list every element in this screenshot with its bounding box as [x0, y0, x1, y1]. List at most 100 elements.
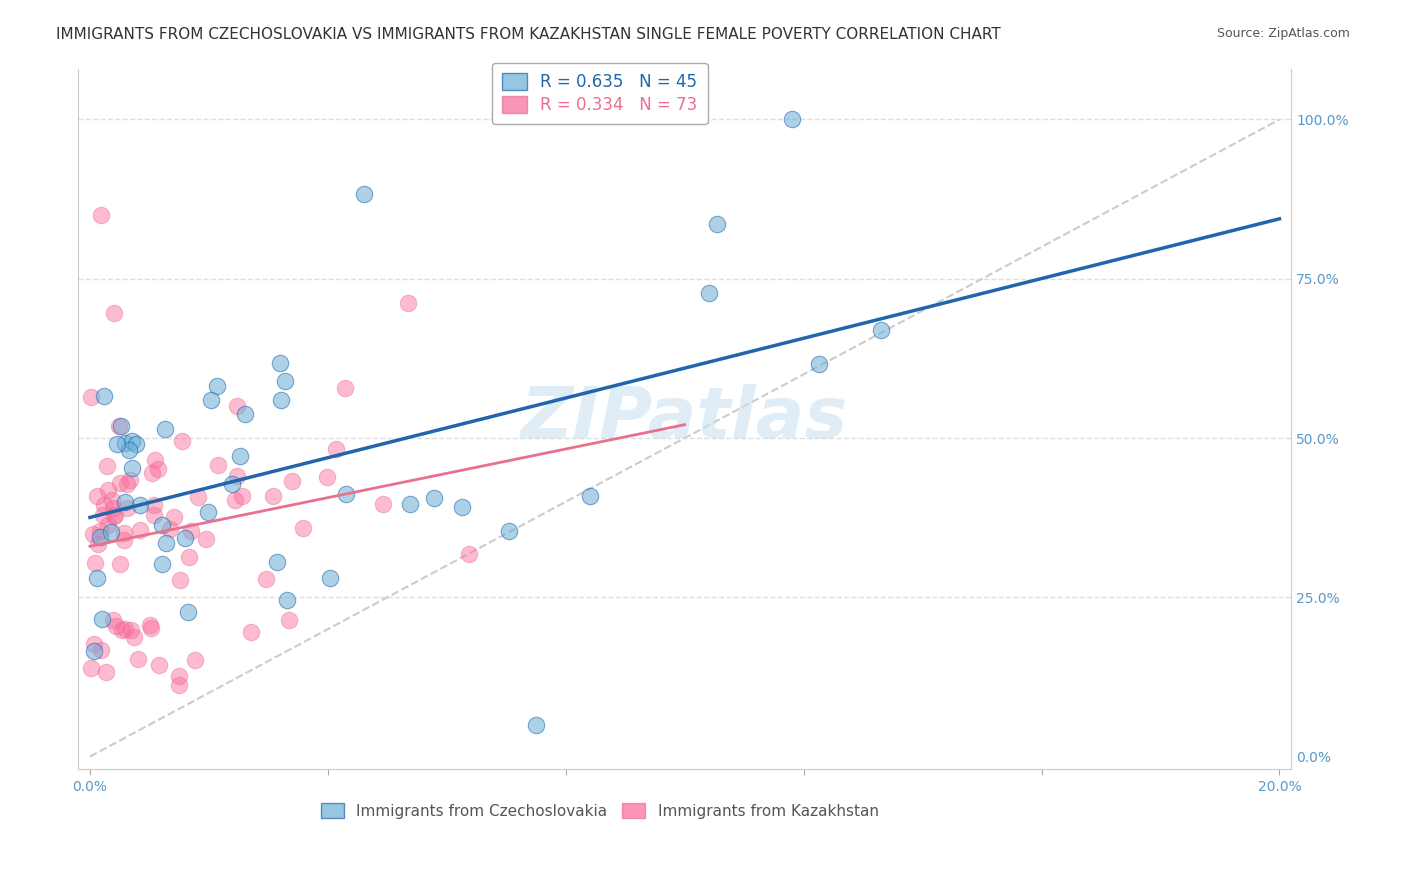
Point — [120, 623, 142, 637]
Point — [82, 526, 104, 541]
Point — [103, 508, 125, 523]
Point — [91, 612, 114, 626]
Point — [93, 498, 115, 512]
Point — [148, 657, 170, 672]
Point — [103, 306, 125, 320]
Text: IMMIGRANTS FROM CZECHOSLOVAKIA VS IMMIGRANTS FROM KAZAKHSTAN SINGLE FEMALE POVER: IMMIGRANTS FROM CZECHOSLOVAKIA VS IMMIGR… — [56, 27, 1001, 42]
Point — [273, 374, 295, 388]
Point — [195, 532, 218, 546]
Point — [450, 500, 472, 515]
Point — [143, 508, 166, 522]
Legend: Immigrants from Czechoslovakia, Immigrants from Kazakhstan: Immigrants from Czechoslovakia, Immigran… — [315, 797, 884, 825]
Point — [226, 399, 249, 413]
Point — [108, 419, 131, 434]
Point — [524, 717, 547, 731]
Point — [269, 356, 291, 370]
Point — [114, 533, 136, 547]
Point — [97, 518, 120, 533]
Point — [578, 489, 600, 503]
Point — [371, 497, 394, 511]
Point — [276, 593, 298, 607]
Point — [101, 492, 124, 507]
Point — [335, 487, 357, 501]
Point — [205, 379, 228, 393]
Point — [90, 643, 112, 657]
Point — [335, 381, 357, 395]
Point — [96, 458, 118, 473]
Point — [139, 618, 162, 632]
Point — [127, 652, 149, 666]
Point — [150, 558, 173, 572]
Point — [207, 458, 229, 472]
Point — [86, 490, 108, 504]
Point — [278, 613, 301, 627]
Point — [148, 461, 170, 475]
Point — [114, 623, 136, 637]
Point — [100, 524, 122, 539]
Point — [396, 296, 419, 310]
Point — [91, 508, 114, 523]
Point — [197, 505, 219, 519]
Point — [319, 571, 342, 585]
Point — [105, 437, 128, 451]
Point — [169, 677, 191, 691]
Point — [90, 208, 112, 222]
Point — [457, 547, 479, 561]
Point — [141, 466, 163, 480]
Point — [780, 112, 803, 127]
Point — [270, 392, 292, 407]
Point — [115, 477, 138, 491]
Point — [89, 524, 111, 539]
Point — [141, 621, 163, 635]
Point — [180, 524, 202, 539]
Point — [808, 357, 831, 371]
Point — [115, 501, 138, 516]
Point — [233, 407, 256, 421]
Point — [292, 521, 315, 535]
Point — [226, 469, 249, 483]
Point — [101, 613, 124, 627]
Point — [174, 531, 197, 545]
Point — [183, 652, 205, 666]
Point — [172, 434, 194, 449]
Point — [706, 217, 728, 231]
Point — [142, 498, 165, 512]
Point — [163, 509, 186, 524]
Point — [266, 555, 288, 569]
Point — [79, 390, 101, 404]
Point — [176, 606, 198, 620]
Point — [187, 490, 209, 504]
Point — [128, 498, 150, 512]
Point — [159, 522, 181, 536]
Point — [121, 434, 143, 448]
Point — [114, 436, 136, 450]
Point — [108, 557, 131, 571]
Point — [224, 493, 246, 508]
Point — [221, 476, 243, 491]
Point — [83, 556, 105, 570]
Point — [104, 619, 127, 633]
Point — [121, 460, 143, 475]
Point — [155, 536, 177, 550]
Point — [229, 449, 252, 463]
Text: ZIPatlas: ZIPatlas — [522, 384, 848, 453]
Point — [86, 571, 108, 585]
Point — [101, 501, 124, 516]
Point — [870, 323, 893, 337]
Point — [239, 624, 262, 639]
Point — [112, 526, 135, 541]
Point — [104, 508, 127, 522]
Text: Source: ZipAtlas.com: Source: ZipAtlas.com — [1216, 27, 1350, 40]
Point — [111, 623, 134, 637]
Point — [114, 495, 136, 509]
Point — [110, 418, 132, 433]
Point — [143, 453, 166, 467]
Point — [87, 537, 110, 551]
Point — [169, 573, 191, 587]
Point — [315, 470, 337, 484]
Point — [200, 393, 222, 408]
Point — [125, 437, 148, 451]
Point — [423, 491, 446, 505]
Point — [89, 530, 111, 544]
Point — [83, 644, 105, 658]
